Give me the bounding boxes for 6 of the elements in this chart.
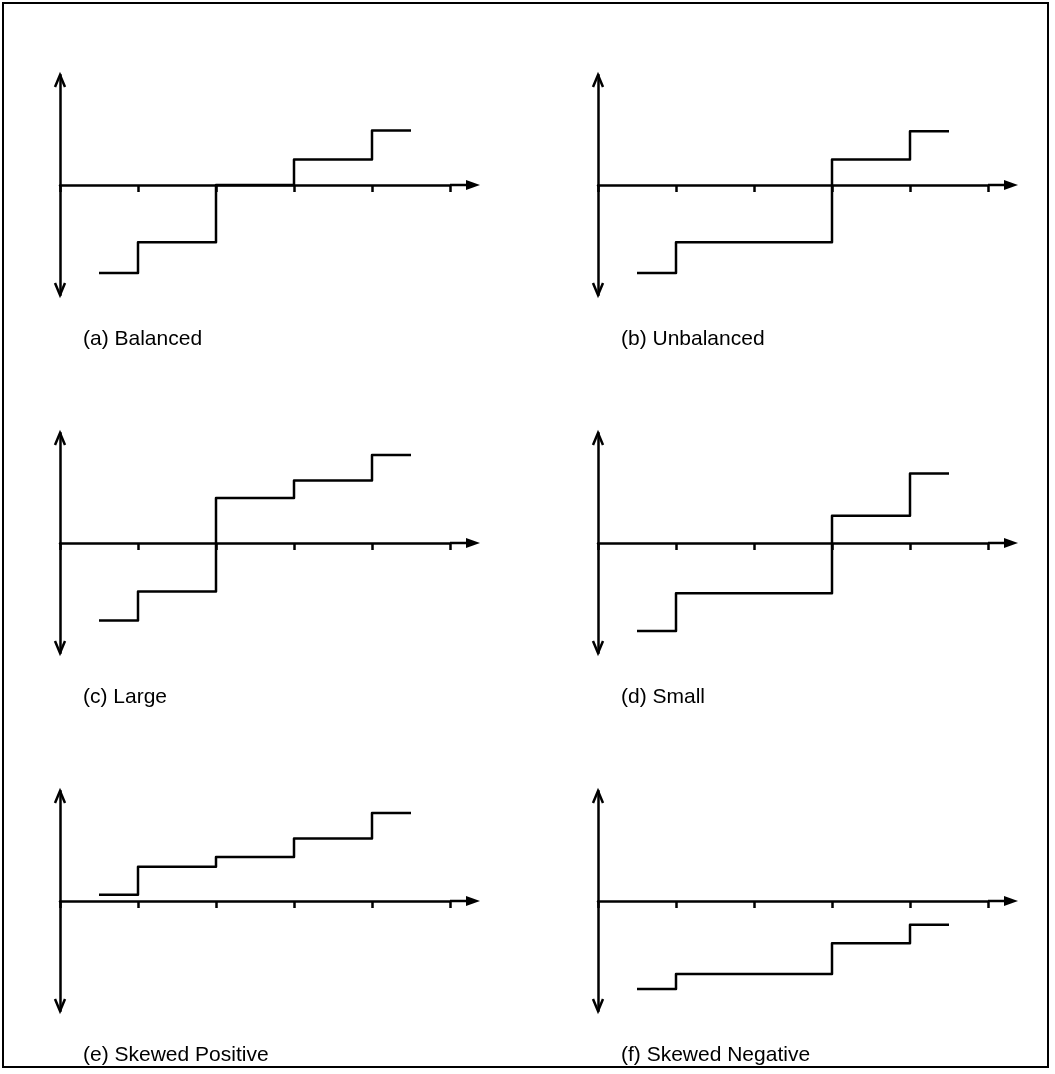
text: (c) Large [83,684,168,707]
text: (f) Skewed Negative [621,1042,811,1065]
text: (a) Balanced [83,326,203,349]
text: (d) Small [621,684,706,707]
text: (b) Unbalanced [621,326,765,349]
text: (e) Skewed Positive [83,1042,269,1065]
